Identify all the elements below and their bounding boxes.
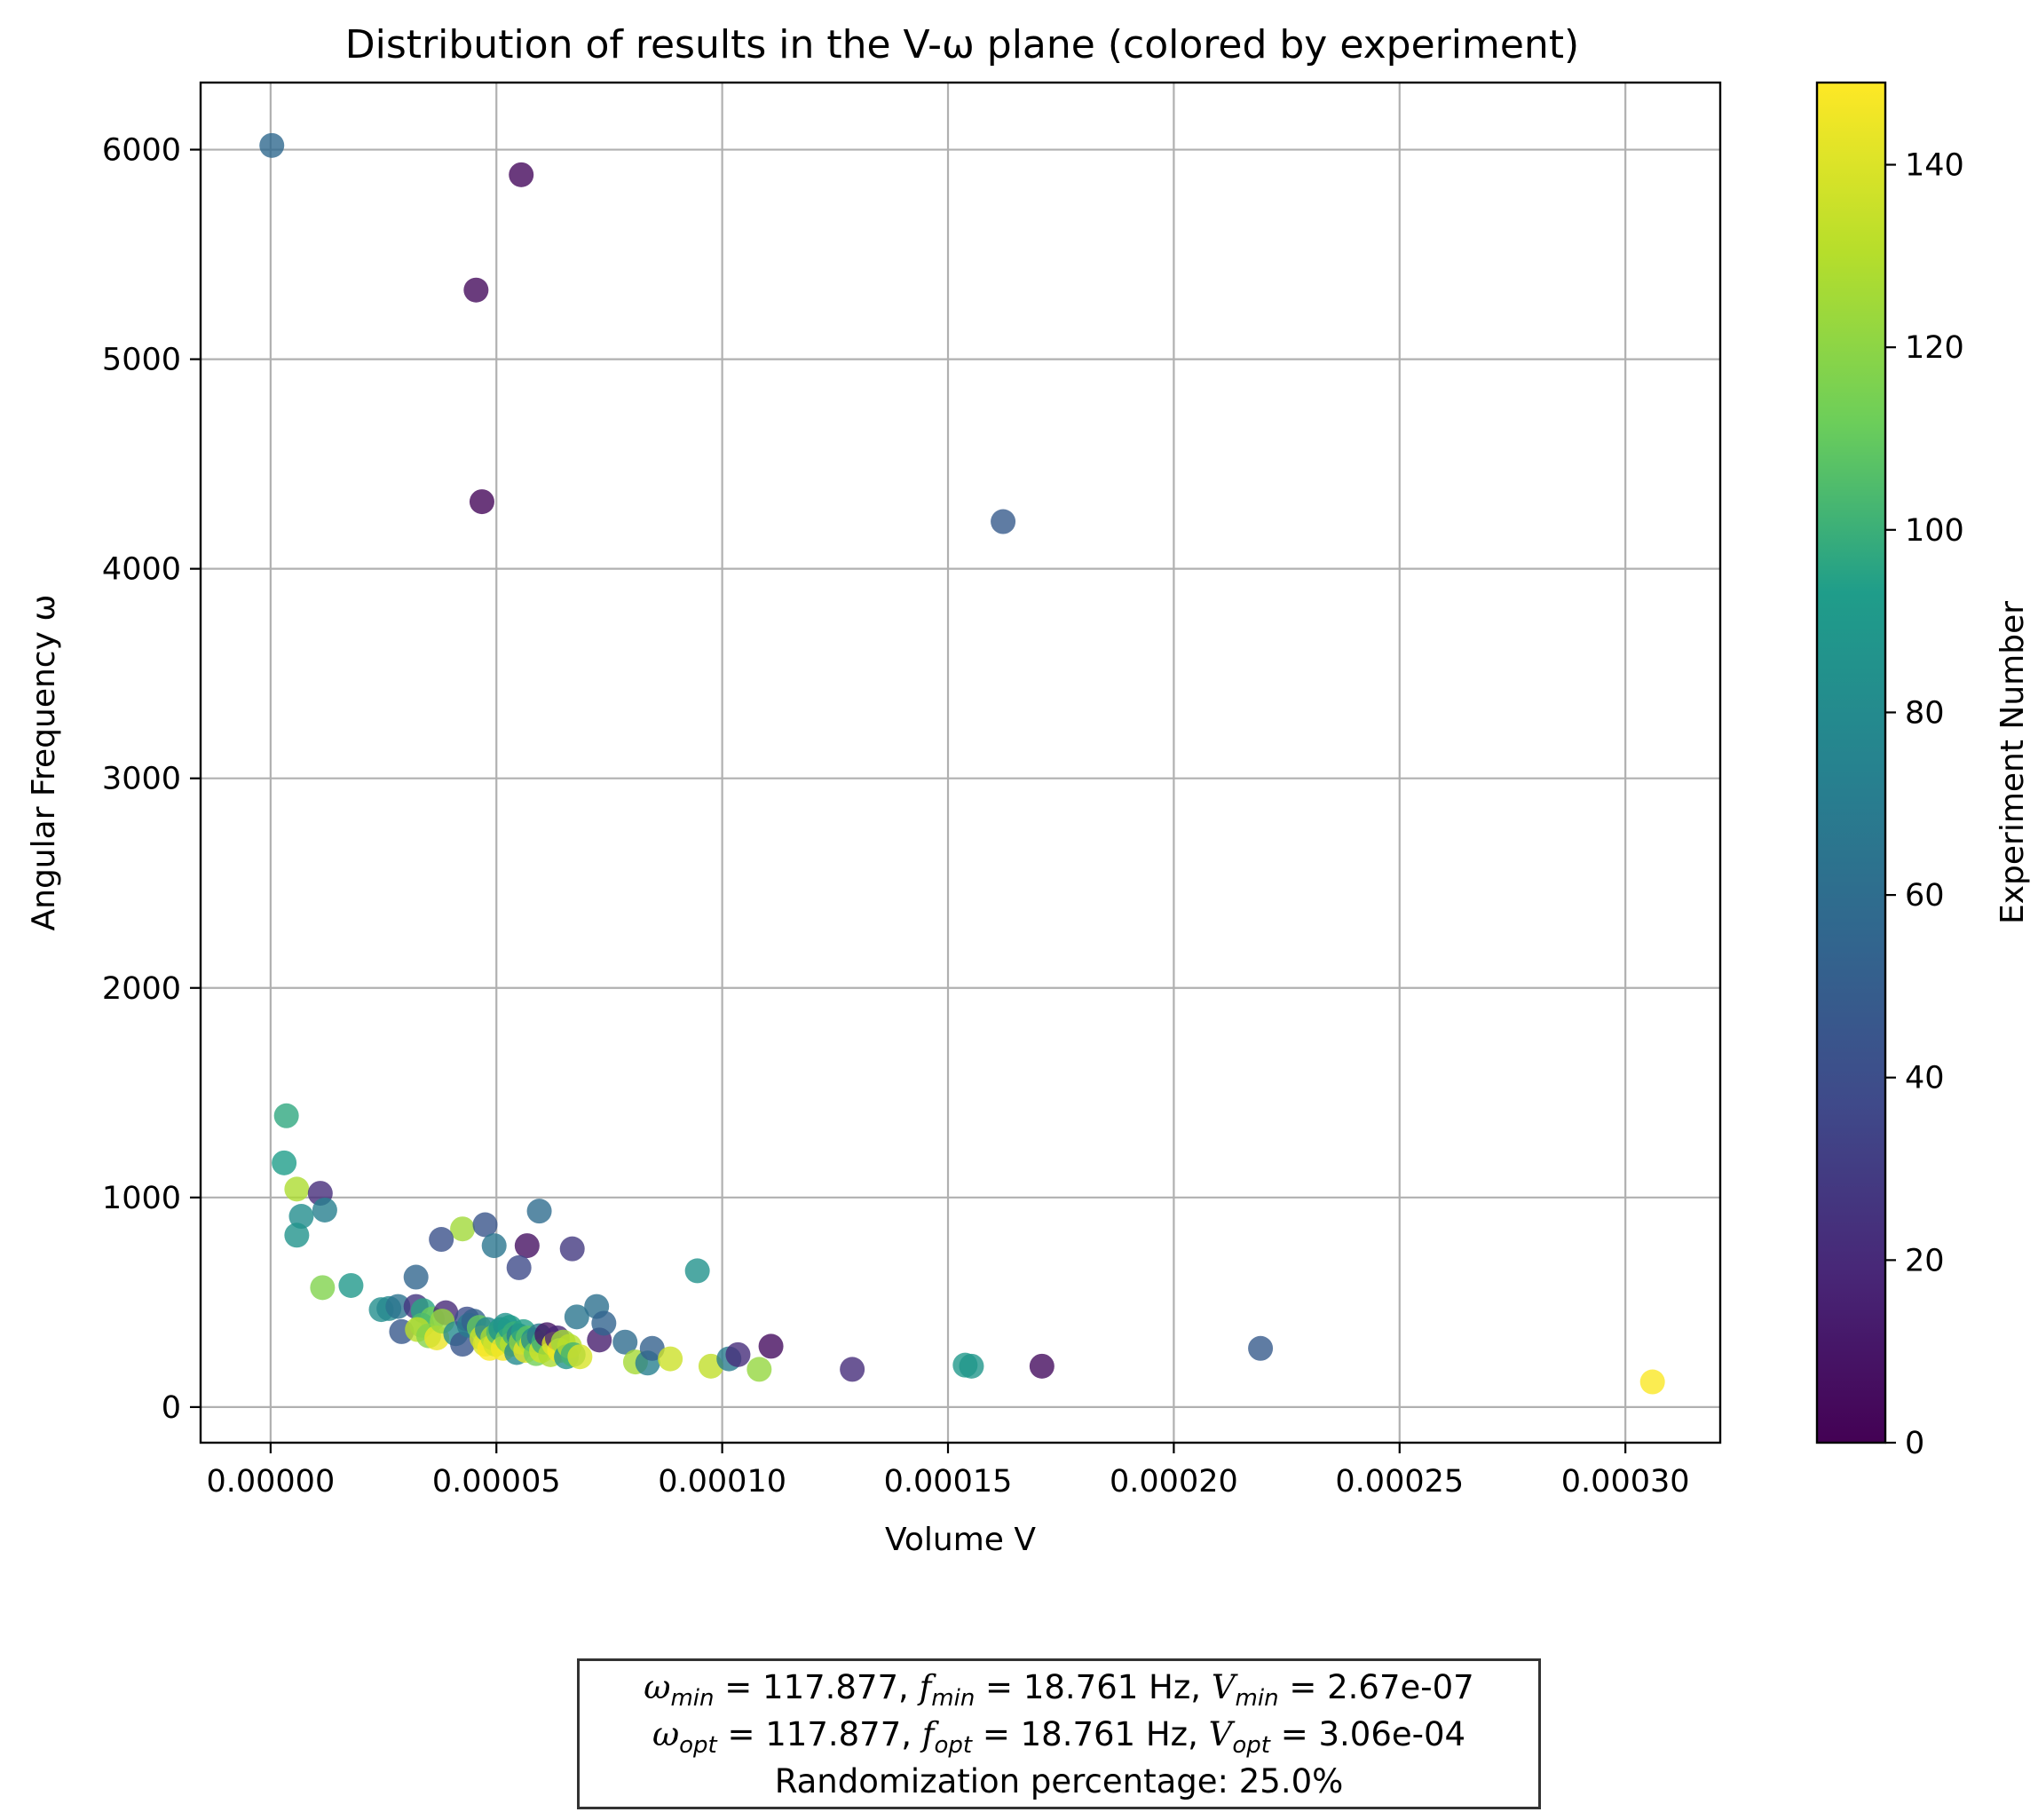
y-tick-label: 3000: [102, 762, 181, 797]
data-point: [639, 1335, 665, 1361]
x-tick-label: 0.00015: [884, 1464, 1013, 1500]
data-point: [564, 1304, 589, 1330]
data-point: [273, 1103, 299, 1128]
data-point: [403, 1264, 429, 1290]
data-point: [338, 1272, 364, 1298]
f-opt-symbol: f: [921, 1714, 935, 1753]
data-point: [259, 132, 285, 158]
f-min-value: = 18.761 Hz,: [975, 1667, 1212, 1706]
x-axis-label: Volume V: [885, 1522, 1036, 1558]
colorbar-tick-label: 140: [1905, 148, 1964, 184]
data-point: [472, 1212, 498, 1238]
info-line-opt: ωopt = 117.877, fopt = 18.761 Hz, Vopt =…: [652, 1711, 1465, 1758]
data-point: [725, 1341, 751, 1367]
data-point: [310, 1275, 336, 1301]
omega-opt-subscript: opt: [679, 1731, 717, 1759]
data-point: [469, 489, 494, 515]
data-point: [591, 1310, 617, 1336]
colorbar-tick-label: 20: [1905, 1243, 1945, 1278]
data-point: [514, 1233, 540, 1259]
y-tick-label: 6000: [102, 133, 181, 169]
x-tick-label: 0.00025: [1335, 1464, 1464, 1500]
data-point: [526, 1199, 552, 1224]
f-min-subscript: min: [931, 1684, 976, 1712]
data-point: [312, 1197, 337, 1223]
y-tick-label: 5000: [102, 343, 181, 378]
data-point: [1639, 1369, 1665, 1395]
data-point: [506, 1254, 532, 1280]
y-tick-label: 2000: [102, 971, 181, 1007]
colorbar-frame: [1815, 81, 1887, 1444]
omega-min-value: = 117.877,: [714, 1667, 920, 1706]
data-point: [288, 1204, 314, 1230]
data-point: [612, 1329, 638, 1355]
colorbar-tick-label: 40: [1905, 1061, 1945, 1096]
f-opt-value: = 18.761 Hz,: [972, 1714, 1209, 1753]
chart-title: Distribution of results in the V-ω plane…: [345, 22, 1579, 67]
y-tick-label: 1000: [102, 1181, 181, 1216]
data-point: [429, 1227, 454, 1253]
data-point: [272, 1150, 297, 1175]
data-point: [284, 1176, 310, 1202]
data-point: [450, 1332, 476, 1357]
data-point: [481, 1233, 507, 1259]
data-point: [959, 1353, 984, 1379]
data-point: [684, 1258, 710, 1284]
colorbar: [1817, 83, 1885, 1443]
x-axis-ticks: 0.00000 0.00005 0.00010 0.00015 0.00020 0.000…: [206, 1443, 1690, 1500]
data-point: [746, 1357, 772, 1382]
info-line-randomization: Randomization percentage: 25.0%: [774, 1761, 1344, 1800]
omega-opt-symbol: ω: [652, 1714, 680, 1753]
v-min-value: = 2.67e-07: [1278, 1667, 1474, 1706]
f-min-symbol: f: [919, 1667, 932, 1706]
y-tick-label: 4000: [102, 552, 181, 588]
colorbar-tick-label: 120: [1905, 330, 1964, 366]
y-axis-ticks: 0 1000 2000 3000 4000 5000 6000: [102, 133, 201, 1426]
data-points: [259, 132, 1665, 1395]
data-point: [840, 1357, 865, 1382]
y-tick-label: 0: [162, 1390, 181, 1426]
data-point: [463, 277, 489, 303]
v-opt-symbol: V: [1208, 1714, 1233, 1753]
colorbar-tick-label: 80: [1905, 695, 1945, 731]
v-opt-subscript: opt: [1232, 1731, 1270, 1759]
info-line-min: ωmin = 117.877, fmin = 18.761 Hz, Vmin =…: [644, 1664, 1473, 1711]
data-point: [509, 162, 534, 187]
v-opt-value: = 3.06e-04: [1269, 1714, 1466, 1753]
data-point: [1248, 1335, 1274, 1361]
data-point: [567, 1344, 593, 1370]
data-point: [758, 1333, 784, 1359]
data-point: [385, 1294, 411, 1319]
x-tick-label: 0.00005: [432, 1464, 561, 1500]
v-min-subscript: min: [1235, 1684, 1279, 1712]
y-axis-label: Angular Frequency ω: [26, 595, 62, 931]
v-min-symbol: V: [1211, 1667, 1236, 1706]
info-box: ωmin = 117.877, fmin = 18.761 Hz, Vmin =…: [577, 1658, 1541, 1809]
data-point: [450, 1216, 476, 1242]
omega-min-subscript: min: [670, 1684, 715, 1712]
colorbar-ticks: 0 20 40 60 80 100 120 140: [1885, 148, 1964, 1461]
f-opt-subscript: opt: [934, 1731, 973, 1759]
data-point: [559, 1236, 585, 1262]
colorbar-tick-label: 60: [1905, 878, 1945, 914]
data-point: [991, 509, 1016, 534]
colorbar-tick-label: 0: [1905, 1426, 1924, 1461]
x-tick-label: 0.00020: [1110, 1464, 1238, 1500]
plot-frame: [199, 81, 1722, 1444]
colorbar-label: Experiment Number: [1995, 601, 2031, 924]
data-point: [1029, 1353, 1055, 1379]
colorbar-tick-label: 100: [1905, 513, 1964, 549]
omega-min-symbol: ω: [644, 1667, 671, 1706]
x-tick-label: 0.00030: [1561, 1464, 1690, 1500]
grid-lines: [201, 83, 1720, 1443]
data-point: [658, 1346, 683, 1372]
x-tick-label: 0.00010: [658, 1464, 786, 1500]
x-tick-label: 0.00000: [206, 1464, 335, 1500]
data-point: [284, 1223, 310, 1248]
omega-opt-value: = 117.877,: [716, 1714, 922, 1753]
